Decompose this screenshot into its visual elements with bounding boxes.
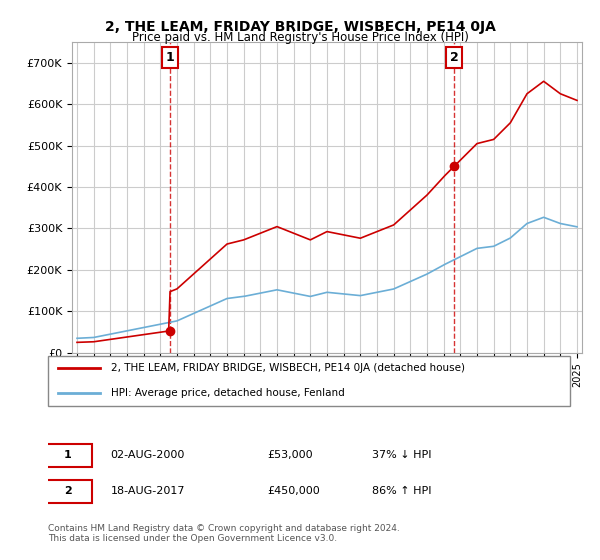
Text: 86% ↑ HPI: 86% ↑ HPI [371,487,431,497]
Text: 2: 2 [64,487,72,497]
Text: HPI: Average price, detached house, Fenland: HPI: Average price, detached house, Fenl… [110,389,344,398]
Text: Price paid vs. HM Land Registry's House Price Index (HPI): Price paid vs. HM Land Registry's House … [131,31,469,44]
Text: £450,000: £450,000 [267,487,320,497]
Text: 2, THE LEAM, FRIDAY BRIDGE, WISBECH, PE14 0JA (detached house): 2, THE LEAM, FRIDAY BRIDGE, WISBECH, PE1… [110,363,464,373]
Text: 1: 1 [64,450,72,460]
Text: 02-AUG-2000: 02-AUG-2000 [110,450,185,460]
Text: 2, THE LEAM, FRIDAY BRIDGE, WISBECH, PE14 0JA: 2, THE LEAM, FRIDAY BRIDGE, WISBECH, PE1… [104,20,496,34]
Text: 37% ↓ HPI: 37% ↓ HPI [371,450,431,460]
Text: 1: 1 [166,51,175,64]
FancyBboxPatch shape [48,356,570,406]
Text: £53,000: £53,000 [267,450,313,460]
Text: Contains HM Land Registry data © Crown copyright and database right 2024.
This d: Contains HM Land Registry data © Crown c… [48,524,400,543]
FancyBboxPatch shape [43,444,92,466]
FancyBboxPatch shape [43,480,92,503]
Text: 18-AUG-2017: 18-AUG-2017 [110,487,185,497]
Text: 2: 2 [450,51,458,64]
